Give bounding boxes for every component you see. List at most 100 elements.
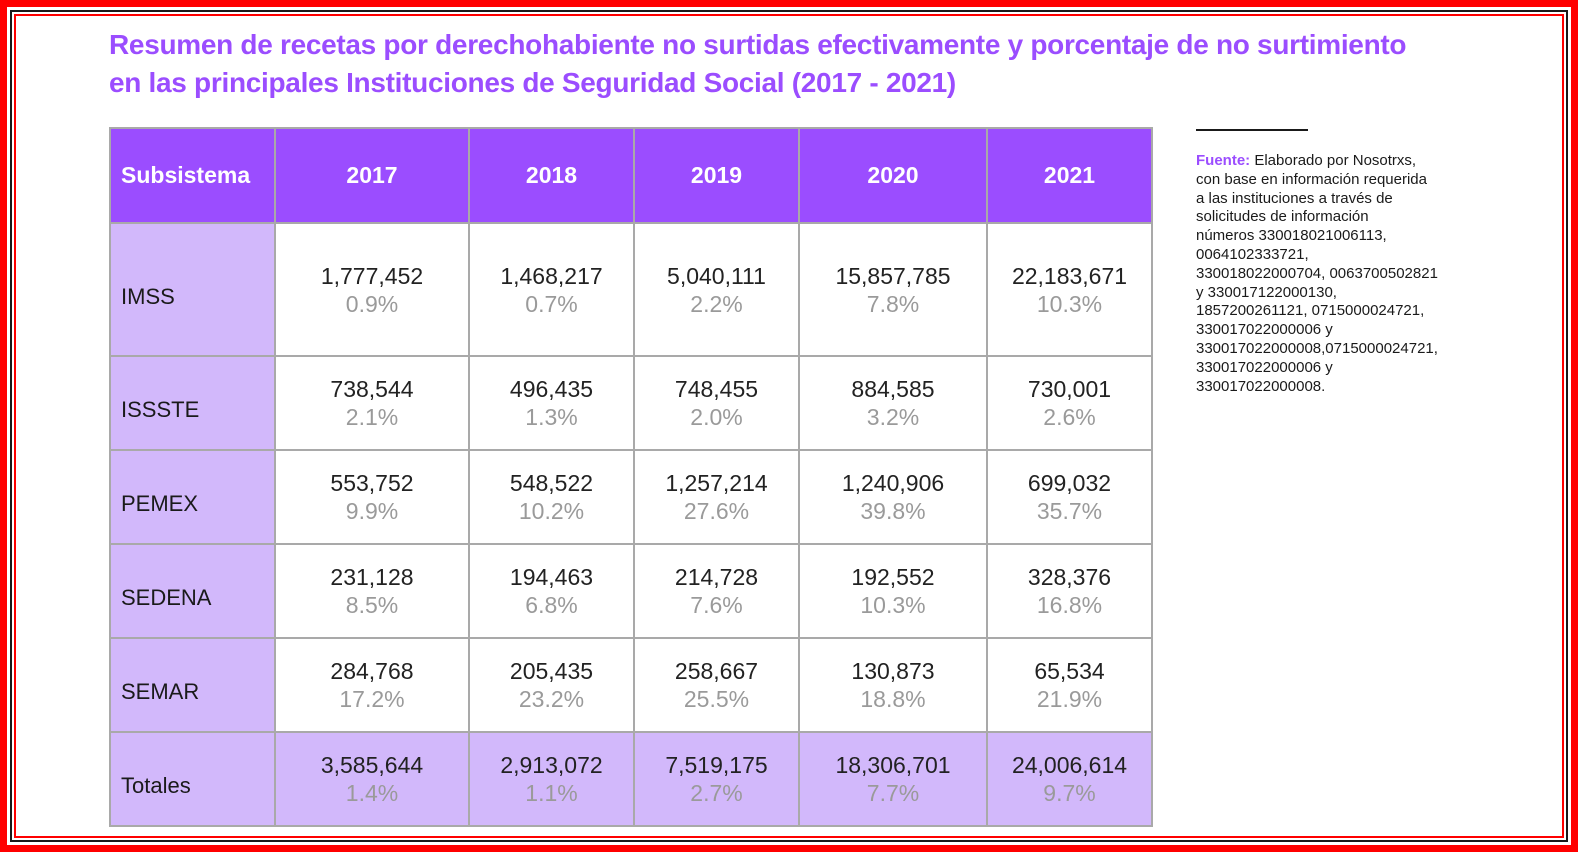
table-cell: 328,376 16.8% xyxy=(986,543,1153,639)
table-row: IMSS 1,777,452 0.9% 1,468,217 0.7% 5,040,111 2… xyxy=(109,222,1153,357)
cell-count: 65,534 xyxy=(1034,658,1105,684)
cell-count: 738,544 xyxy=(330,376,414,402)
cell-percent: 21.9% xyxy=(1036,686,1103,712)
cell-count: 1,468,217 xyxy=(500,262,603,289)
cell-percent: 7.6% xyxy=(690,592,743,618)
row-label: IMSS xyxy=(109,222,276,357)
note-line: 0064102333721, xyxy=(1196,245,1309,263)
cell-percent: 39.8% xyxy=(860,498,926,524)
page-title: Resumen de recetas por derechohabiente n… xyxy=(109,26,1409,102)
table-cell: 65,534 21.9% xyxy=(986,637,1153,733)
row-label: SEMAR xyxy=(109,637,276,733)
cell-percent: 7.8% xyxy=(866,290,920,317)
column-header: 2021 xyxy=(986,127,1153,224)
cell-count: 7,519,175 xyxy=(665,752,768,778)
cell-count: 5,040,111 xyxy=(667,262,766,289)
table-row: Totales 3,585,644 1.4% 2,913,072 1.1% 7,519,1… xyxy=(109,731,1153,827)
table-cell: 194,463 6.8% xyxy=(468,543,635,639)
table-cell: 496,435 1.3% xyxy=(468,355,635,451)
cell-count: 748,455 xyxy=(674,376,759,402)
table-cell: 15,857,785 7.8% xyxy=(798,222,988,357)
table-cell: 18,306,701 7.7% xyxy=(798,731,988,827)
note-line: 330017022000006 y xyxy=(1196,358,1333,376)
cell-percent: 8.5% xyxy=(345,592,399,618)
table-row: SEMAR 284,768 17.2% 205,435 23.2% 258,667 25.5… xyxy=(109,637,1153,733)
table-row: ISSSTE 738,544 2.1% 496,435 1.3% 748,455 2.0% 8… xyxy=(109,355,1153,451)
cell-percent: 2.7% xyxy=(690,780,743,806)
cell-percent: 27.6% xyxy=(683,498,750,524)
cell-percent: 3.2% xyxy=(866,404,920,430)
cell-percent: 10.3% xyxy=(1036,290,1103,317)
cell-count: 258,667 xyxy=(674,658,759,684)
cell-percent: 0.7% xyxy=(525,290,578,317)
cell-count: 1,777,452 xyxy=(320,262,424,289)
table-cell: 699,032 35.7% xyxy=(986,449,1153,545)
cell-count: 553,752 xyxy=(330,470,414,496)
table-cell: 1,468,217 0.7% xyxy=(468,222,635,357)
cell-count: 214,728 xyxy=(674,564,759,590)
table-header-row: Subsistema 2017 2018 2019 2020 2021 xyxy=(109,127,1153,224)
table-cell: 730,001 2.6% xyxy=(986,355,1153,451)
row-label: SEDENA xyxy=(109,543,276,639)
cell-count: 205,435 xyxy=(509,658,594,684)
cell-count: 884,585 xyxy=(851,376,935,402)
table-cell: 258,667 25.5% xyxy=(633,637,800,733)
title-line-1: Resumen de recetas por derechohabiente n… xyxy=(109,29,1407,60)
cell-count: 22,183,671 xyxy=(1011,262,1128,289)
table-cell: 231,128 8.5% xyxy=(274,543,470,639)
cell-percent: 1.4% xyxy=(345,780,399,806)
table-cell: 192,552 10.3% xyxy=(798,543,988,639)
note-line: Fuente: Elaborado por Nosotrxs, xyxy=(1196,152,1471,171)
cell-count: 130,873 xyxy=(851,658,935,684)
note-line: a las instituciones a través de xyxy=(1196,189,1393,207)
table-cell: 5,040,111 2.2% xyxy=(633,222,800,357)
note-line: con base en información requerida xyxy=(1196,170,1427,188)
cell-percent: 10.2% xyxy=(518,498,585,524)
cell-percent: 10.3% xyxy=(860,592,926,618)
table-row: PEMEX 553,752 9.9% 548,522 10.2% 1,257,214 27.… xyxy=(109,449,1153,545)
table-cell: 3,585,644 1.4% xyxy=(274,731,470,827)
cell-percent: 0.9% xyxy=(345,290,399,317)
cell-count: 231,128 xyxy=(330,564,414,590)
source-note: Fuente: Elaborado por Nosotrxs, con base … xyxy=(1196,152,1471,396)
prescriptions-table: Subsistema 2017 2018 2019 2020 2021 IMSS… xyxy=(109,127,1153,827)
cell-count: 496,435 xyxy=(509,376,594,402)
table-cell: 1,240,906 39.8% xyxy=(798,449,988,545)
column-header: 2018 xyxy=(468,127,635,224)
note-line: números 330018021006113, xyxy=(1196,227,1387,245)
table-cell: 22,183,671 10.3% xyxy=(986,222,1153,357)
cell-percent: 7.7% xyxy=(866,780,920,806)
cell-percent: 23.2% xyxy=(518,686,585,712)
cell-count: 1,240,906 xyxy=(841,470,945,496)
cell-percent: 1.3% xyxy=(525,404,578,430)
cell-count: 15,857,785 xyxy=(835,262,951,289)
cell-percent: 17.2% xyxy=(339,686,405,712)
cell-percent: 16.8% xyxy=(1036,592,1103,618)
cell-count: 699,032 xyxy=(1027,470,1112,496)
cell-percent: 2.2% xyxy=(690,290,743,317)
cell-percent: 18.8% xyxy=(860,686,926,712)
cell-count: 24,006,614 xyxy=(1011,752,1128,778)
table-cell: 130,873 18.8% xyxy=(798,637,988,733)
table-cell: 738,544 2.1% xyxy=(274,355,470,451)
table-cell: 2,913,072 1.1% xyxy=(468,731,635,827)
row-label: PEMEX xyxy=(109,449,276,545)
cell-count: 18,306,701 xyxy=(835,752,951,778)
table-cell: 548,522 10.2% xyxy=(468,449,635,545)
inner-dark-frame xyxy=(10,10,1568,842)
cell-count: 2,913,072 xyxy=(500,752,603,778)
cell-count: 3,585,644 xyxy=(320,752,424,778)
cell-count: 192,552 xyxy=(851,564,935,590)
cell-count: 194,463 xyxy=(509,564,594,590)
cell-count: 1,257,214 xyxy=(665,470,768,496)
cell-percent: 35.7% xyxy=(1036,498,1103,524)
table-body: IMSS 1,777,452 0.9% 1,468,217 0.7% 5,040,111 2… xyxy=(109,222,1153,827)
cell-percent: 2.0% xyxy=(690,404,743,430)
row-label: Totales xyxy=(109,731,276,827)
title-line-2: en las principales Instituciones de Segu… xyxy=(109,67,956,98)
column-header: Subsistema xyxy=(109,127,276,224)
cell-count: 328,376 xyxy=(1027,564,1112,590)
cell-percent: 9.9% xyxy=(345,498,399,524)
table-cell: 205,435 23.2% xyxy=(468,637,635,733)
